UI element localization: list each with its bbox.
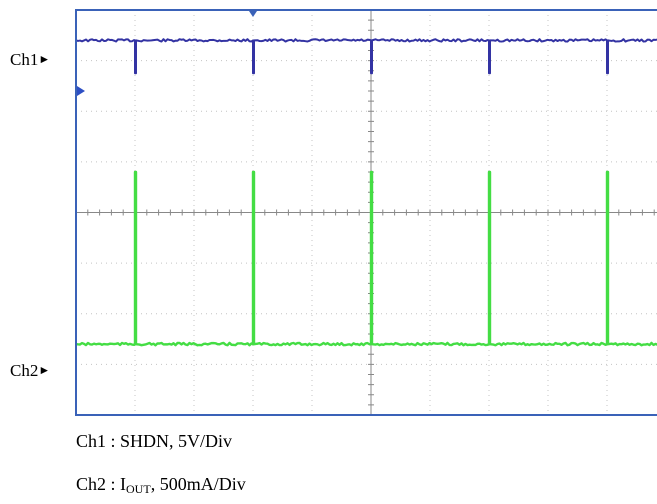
ch2-caption-scale: , 500mA/Div [150, 474, 246, 494]
ch2-trace [75, 170, 657, 347]
ch1-offset-marker-icon [77, 86, 85, 96]
ch1-caption-prefix: Ch1 : [76, 431, 121, 451]
ch2-caption-main: I [120, 474, 127, 494]
oscilloscope-plot [75, 9, 657, 416]
ch2-caption-prefix: Ch2 : [76, 474, 121, 494]
ch1-trace [75, 38, 657, 75]
ch2-caption-subscript: OUT [126, 482, 151, 496]
ch2-label: Ch2► [10, 362, 50, 379]
traces [75, 38, 657, 347]
ch2-label-text: Ch2 [10, 361, 39, 380]
trigger-marker-icon [249, 11, 257, 17]
ch1-caption-name: SHDN [120, 431, 170, 451]
ch1-label: Ch1► [10, 51, 50, 68]
ch1-label-text: Ch1 [10, 50, 39, 69]
ch2-caption: Ch2 : IOUT, 500mA/Div [76, 474, 246, 496]
ch1-caption: Ch1 : SHDN, 5V/Div [76, 431, 232, 451]
plot-frame [75, 9, 657, 416]
ch1-arrow-icon: ► [38, 52, 51, 66]
ch1-caption-scale: , 5V/Div [169, 431, 233, 451]
ch2-arrow-icon: ► [38, 363, 51, 377]
